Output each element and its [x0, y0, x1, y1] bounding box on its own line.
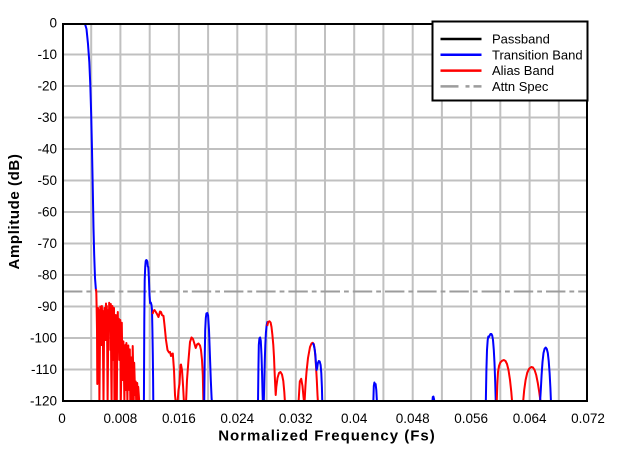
svg-text:-20: -20	[37, 79, 57, 94]
svg-text:-50: -50	[37, 173, 57, 188]
svg-text:-60: -60	[37, 205, 57, 220]
svg-text:-70: -70	[37, 236, 57, 251]
svg-text:-10: -10	[37, 47, 57, 62]
svg-text:Attn Spec: Attn Spec	[492, 79, 549, 94]
svg-text:0.056: 0.056	[454, 411, 488, 426]
svg-text:Passband: Passband	[492, 32, 550, 47]
svg-text:Amplitude (dB): Amplitude (dB)	[6, 154, 23, 270]
svg-text:0.04: 0.04	[341, 411, 368, 426]
svg-text:0.072: 0.072	[571, 411, 605, 426]
svg-text:0.032: 0.032	[279, 411, 313, 426]
svg-text:0.024: 0.024	[220, 411, 254, 426]
svg-text:0: 0	[58, 411, 66, 426]
svg-text:0.016: 0.016	[162, 411, 196, 426]
svg-text:-40: -40	[37, 142, 57, 157]
svg-text:Alias Band: Alias Band	[492, 63, 554, 78]
svg-text:-120: -120	[30, 394, 57, 409]
svg-text:-90: -90	[37, 299, 57, 314]
svg-text:-100: -100	[30, 331, 57, 346]
svg-text:0.064: 0.064	[513, 411, 547, 426]
svg-text:Transition Band: Transition Band	[492, 47, 583, 62]
svg-text:Normalized Frequency (Fs): Normalized Frequency (Fs)	[218, 428, 436, 445]
svg-text:0: 0	[49, 16, 57, 31]
svg-text:-80: -80	[37, 268, 57, 283]
svg-text:0.048: 0.048	[396, 411, 430, 426]
svg-text:-110: -110	[31, 362, 57, 377]
svg-text:-30: -30	[37, 110, 57, 125]
svg-text:0.008: 0.008	[104, 411, 138, 426]
